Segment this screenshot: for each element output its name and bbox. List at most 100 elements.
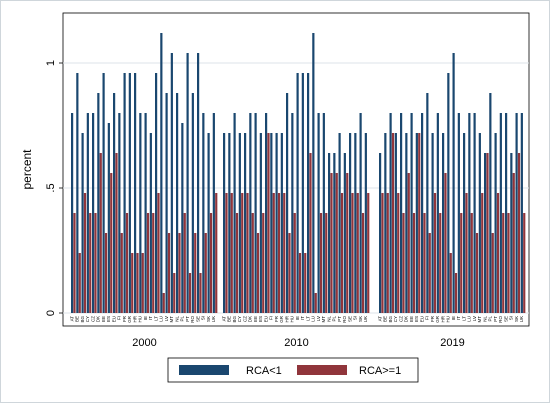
bar — [207, 133, 210, 313]
category-label: RO — [190, 316, 195, 323]
category-label: IE — [295, 316, 300, 320]
bar — [322, 113, 325, 313]
category-label: AT — [377, 316, 382, 322]
bar — [120, 233, 123, 313]
category-label: RO — [342, 316, 347, 323]
bar — [233, 113, 236, 313]
bar — [113, 93, 116, 313]
bar — [454, 273, 458, 313]
category-label: IT — [148, 316, 153, 320]
category-label: HU — [290, 316, 295, 323]
bar — [428, 233, 431, 313]
category-label: HU — [138, 316, 143, 323]
bar — [394, 133, 397, 313]
category-label: GR — [435, 315, 440, 323]
bar — [157, 193, 160, 313]
category-label: PT — [337, 316, 342, 322]
category-label: GR — [279, 315, 284, 323]
bar — [319, 213, 323, 313]
bar — [254, 113, 257, 313]
bar — [502, 213, 505, 313]
bar — [400, 113, 403, 313]
bar — [381, 193, 384, 313]
category-label: PT — [493, 316, 498, 322]
category-label: DK — [248, 316, 253, 322]
bar — [146, 213, 150, 313]
bar — [436, 113, 439, 313]
category-label: CZ — [398, 316, 403, 322]
bar — [439, 213, 442, 313]
bar — [421, 113, 424, 313]
bar — [486, 153, 489, 313]
bar — [256, 233, 260, 313]
bar — [73, 213, 76, 313]
bar — [512, 173, 515, 313]
bar — [354, 133, 357, 313]
category-label: SI — [353, 316, 358, 320]
category-label: NL — [482, 316, 487, 322]
bar — [102, 73, 105, 313]
bar — [162, 293, 165, 313]
bar — [523, 213, 526, 313]
category-label: FI — [425, 316, 430, 320]
bar — [481, 193, 484, 313]
bar — [415, 133, 418, 313]
category-label: CZ — [90, 316, 95, 322]
bar — [356, 193, 359, 313]
category-label: PT — [185, 316, 190, 322]
category-label: BE — [227, 316, 232, 322]
bar — [128, 73, 131, 313]
bar — [442, 133, 445, 313]
bar — [194, 233, 197, 313]
category-label: FR — [430, 315, 435, 322]
bar — [410, 113, 413, 313]
bar — [249, 113, 252, 313]
bar — [265, 113, 268, 313]
category-label: IE — [143, 316, 148, 320]
category-label: HU — [446, 316, 451, 323]
bar — [494, 133, 497, 313]
bar — [238, 133, 241, 313]
bar — [473, 113, 476, 313]
category-label: LU — [159, 316, 164, 322]
bar — [107, 123, 110, 313]
bar — [457, 113, 460, 313]
bar — [139, 113, 142, 313]
category-label: MT — [477, 316, 482, 323]
category-label: LV — [472, 316, 477, 321]
bar — [223, 133, 226, 313]
category-label: EU — [419, 316, 424, 322]
bar — [291, 113, 294, 313]
category-label: HR — [284, 315, 289, 322]
bar — [470, 213, 473, 313]
category-label: EE — [409, 316, 414, 322]
category-label: CY — [85, 316, 90, 322]
category-label: FI — [269, 316, 274, 320]
bar — [280, 133, 283, 313]
bar — [152, 213, 155, 313]
category-label: SI — [201, 316, 206, 320]
bar — [449, 253, 452, 313]
bar — [81, 133, 84, 313]
bar — [507, 213, 510, 313]
bar — [212, 113, 215, 313]
bar — [301, 73, 304, 313]
bar — [361, 213, 365, 313]
bar — [246, 193, 249, 313]
category-label: AT — [221, 316, 226, 322]
category-label: MT — [321, 316, 326, 323]
bar — [283, 193, 286, 313]
bar — [94, 213, 97, 313]
bar — [241, 193, 244, 313]
group-label: 2000 — [132, 337, 156, 349]
bar — [125, 213, 129, 313]
category-label: EU — [111, 316, 116, 322]
category-label: UK — [519, 316, 524, 322]
bar — [197, 53, 200, 313]
bar — [346, 173, 349, 313]
bar — [110, 173, 113, 313]
category-label: AT — [69, 316, 74, 322]
category-label: DK — [96, 316, 101, 322]
bar — [328, 153, 331, 313]
